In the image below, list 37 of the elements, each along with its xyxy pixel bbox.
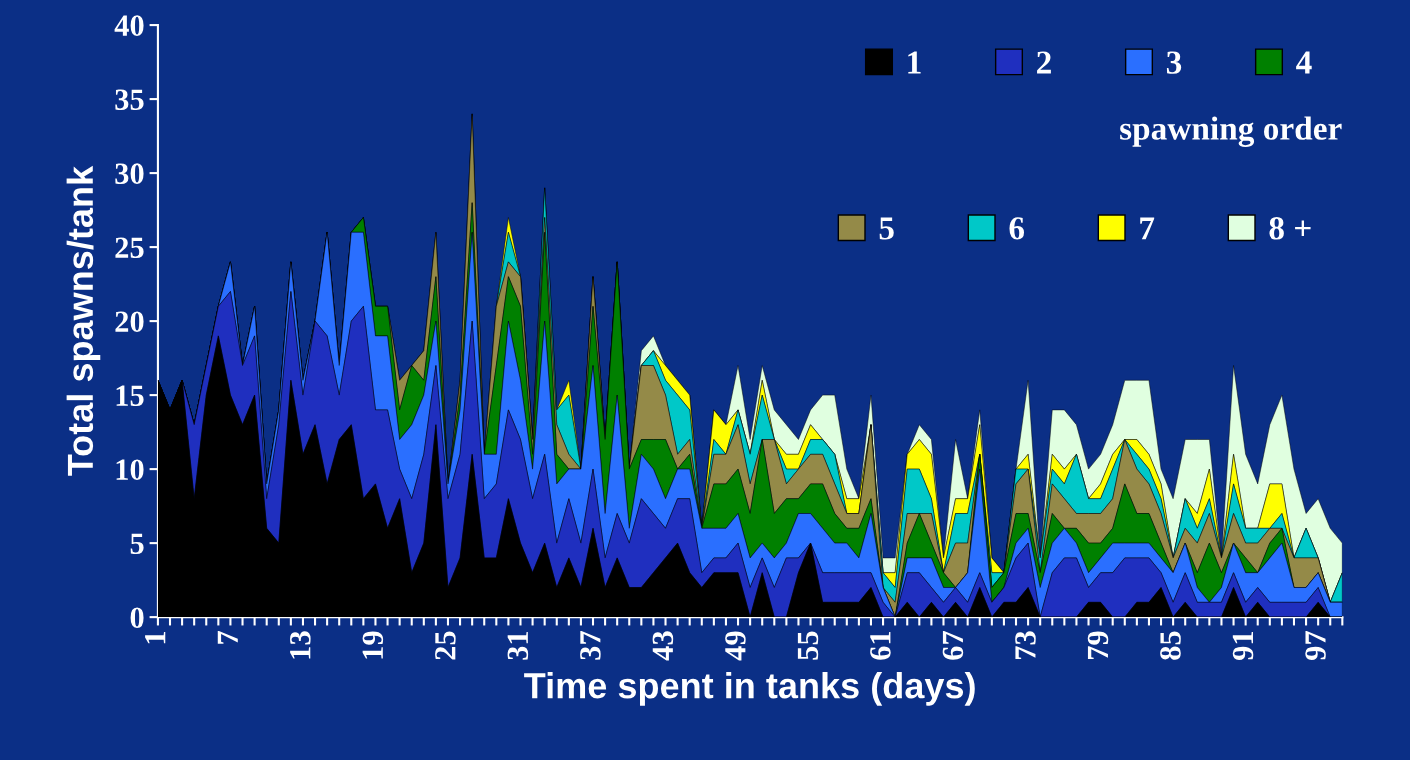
legend-label: 5: [879, 217, 894, 240]
y-tick-label: 30: [115, 163, 144, 184]
y-tick-label: 35: [115, 89, 144, 110]
x-tick-label: 19: [362, 631, 384, 659]
x-tick-label: 13: [290, 631, 311, 659]
x-tick-label: 43: [652, 631, 674, 661]
legend-label: 2: [1037, 51, 1051, 74]
x-tick-label: 73: [1015, 631, 1036, 660]
y-tick-label: 25: [115, 237, 144, 258]
y-tick-label: 15: [116, 385, 144, 407]
x-tick-label: 61: [870, 631, 891, 660]
legend-label: 8 +: [1269, 217, 1311, 240]
x-tick-label: 85: [1160, 631, 1181, 660]
legend-label: 3: [1166, 51, 1182, 74]
x-tick-label: 79: [1087, 631, 1109, 660]
x-tick-label: 37: [580, 631, 601, 660]
x-tick-label: 91: [1232, 631, 1254, 661]
y-tick-label: 10: [116, 459, 144, 481]
legend-label: 1: [908, 51, 921, 74]
legend-title: spawning order: [1120, 116, 1342, 147]
legend-label: 4: [1296, 51, 1312, 74]
legend-label: 7: [1140, 217, 1155, 240]
y-axis-title: Total spawns/tank: [66, 165, 101, 476]
x-axis-title: Time spent in tanks (days): [524, 671, 975, 706]
x-tick-label: 49: [725, 631, 746, 661]
y-tick-label: 5: [130, 533, 144, 555]
x-tick-label: 31: [507, 631, 529, 660]
y-tick-label: 20: [115, 311, 144, 332]
x-tick-label: 55: [797, 631, 819, 660]
x-tick-label: 67: [942, 631, 964, 660]
x-tick-label: 1: [145, 631, 166, 644]
legend-label: 6: [1009, 217, 1025, 240]
y-tick-label: 40: [114, 15, 144, 36]
x-tick-label: 25: [435, 631, 456, 660]
y-tick-label: 0: [130, 607, 144, 629]
x-tick-label: 97: [1305, 631, 1326, 661]
x-tick-label: 7: [217, 631, 238, 644]
